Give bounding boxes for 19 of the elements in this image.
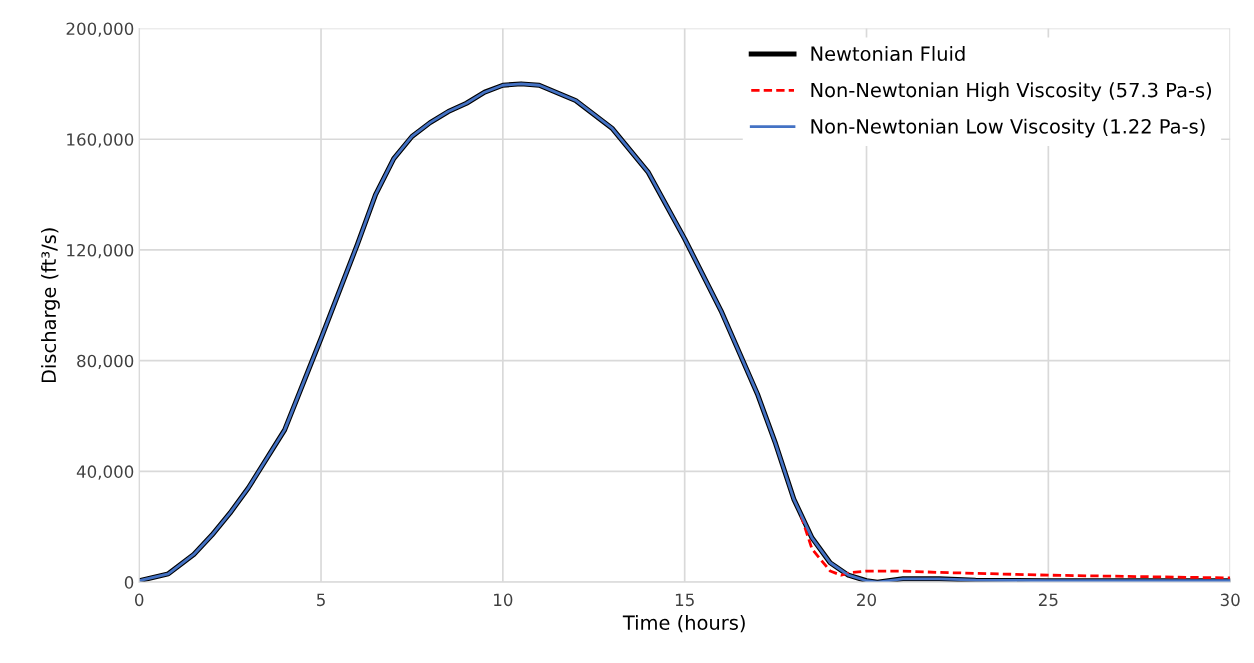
y-tick-label: 200,000 (66, 22, 134, 37)
legend-label: Non-Newtonian Low Viscosity (1.22 Pa-s) (811, 118, 1205, 138)
line-series (799, 514, 1231, 580)
legend-label: Newtonian Fluid (811, 46, 965, 62)
x-tick-label: 20 (857, 593, 877, 607)
legend-label: Non-Newtonian High Viscosity (57.3 Pa-s) (811, 82, 1212, 102)
y-tick-label: 40,000 (76, 465, 134, 480)
x-tick-label: 10 (494, 593, 513, 607)
x-tick-label: 5 (317, 593, 325, 607)
y-tick-label: 160,000 (67, 133, 134, 148)
x-tick-label: 30 (1220, 593, 1240, 607)
y-axis-title: Discharge (ft³/s) (41, 228, 60, 383)
x-tick-label: 25 (1038, 593, 1058, 607)
y-tick-label: 80,000 (77, 354, 134, 369)
y-tick-label: 0 (124, 576, 134, 589)
x-tick-label: 15 (675, 593, 694, 607)
x-axis-title: Time (hours) (622, 614, 745, 633)
y-tick-label: 120,000 (67, 243, 134, 259)
x-tick-label: 0 (134, 593, 144, 607)
